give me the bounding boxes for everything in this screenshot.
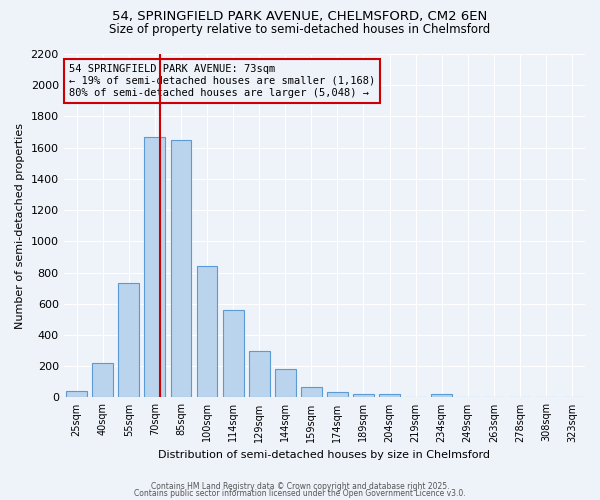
Bar [145, 136, 166, 398]
Bar [431, 394, 452, 398]
Bar [92, 363, 113, 398]
X-axis label: Distribution of semi-detached houses by size in Chelmsford: Distribution of semi-detached houses by … [158, 450, 490, 460]
Bar [197, 266, 217, 398]
Bar [66, 391, 87, 398]
Text: Size of property relative to semi-detached houses in Chelmsford: Size of property relative to semi-detach… [109, 22, 491, 36]
Text: 54, SPRINGFIELD PARK AVENUE, CHELMSFORD, CM2 6EN: 54, SPRINGFIELD PARK AVENUE, CHELMSFORD,… [112, 10, 488, 23]
Bar [327, 392, 348, 398]
Text: Contains public sector information licensed under the Open Government Licence v3: Contains public sector information licen… [134, 489, 466, 498]
Bar [170, 140, 191, 398]
Bar [249, 350, 269, 398]
Text: 54 SPRINGFIELD PARK AVENUE: 73sqm
← 19% of semi-detached houses are smaller (1,1: 54 SPRINGFIELD PARK AVENUE: 73sqm ← 19% … [69, 64, 375, 98]
Text: Contains HM Land Registry data © Crown copyright and database right 2025.: Contains HM Land Registry data © Crown c… [151, 482, 449, 491]
Bar [301, 386, 322, 398]
Bar [223, 310, 244, 398]
Bar [275, 370, 296, 398]
Bar [118, 284, 139, 398]
Y-axis label: Number of semi-detached properties: Number of semi-detached properties [15, 122, 25, 328]
Bar [353, 394, 374, 398]
Bar [379, 394, 400, 398]
